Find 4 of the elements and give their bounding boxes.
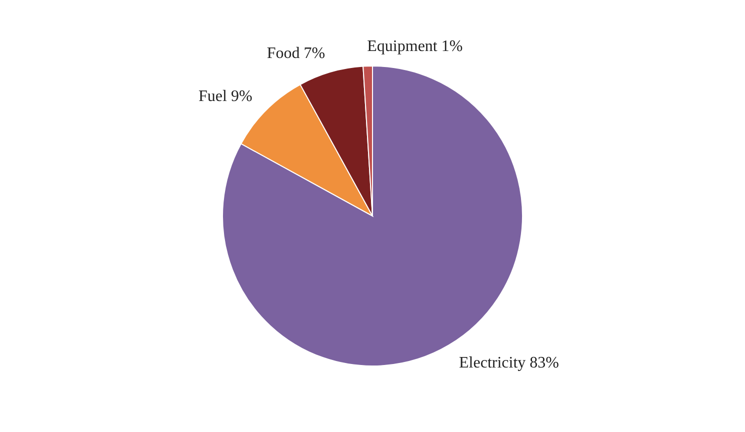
slice-label: Fuel 9% <box>198 88 252 105</box>
slice-label: Food 7% <box>266 44 326 62</box>
slice-label: Electricity 83% <box>459 354 560 372</box>
slice-label: Equipment 1% <box>367 38 463 56</box>
